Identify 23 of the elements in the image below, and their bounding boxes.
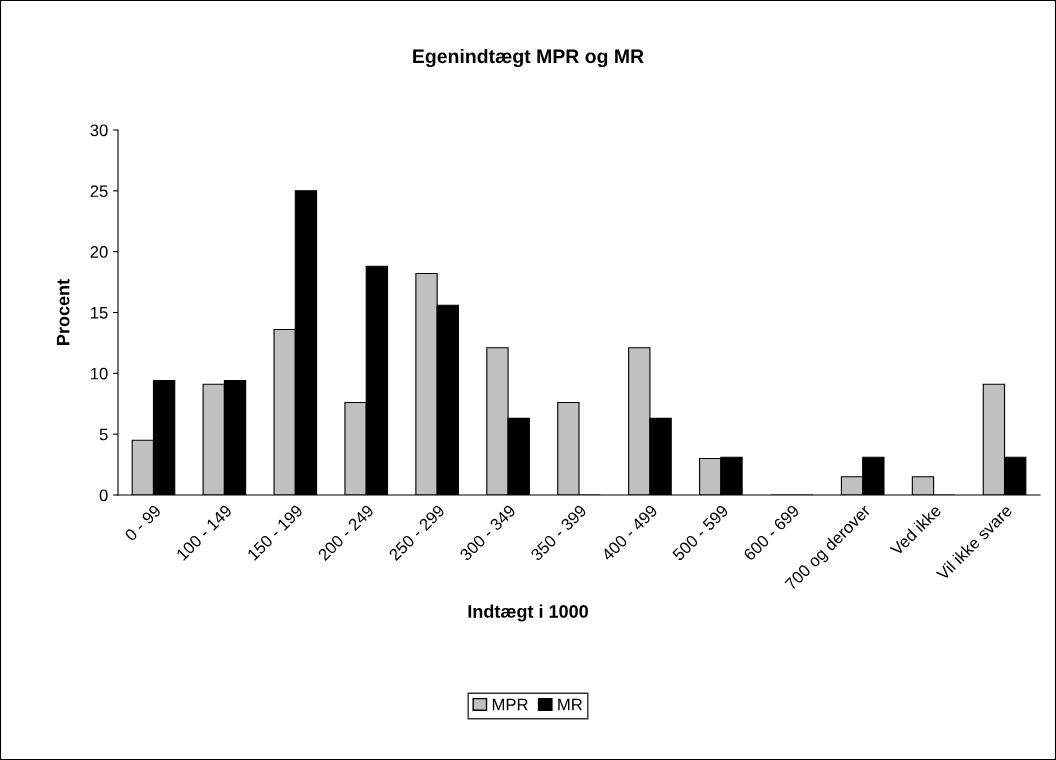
y-tick-label: 15 [91, 307, 108, 319]
x-tick-label: 500 - 599 [671, 504, 729, 562]
x-tick-label: 100 - 149 [175, 504, 233, 561]
x-axis-title: Indtægt i 1000 [468, 604, 588, 622]
x-tick-label: 200 - 249 [317, 504, 375, 562]
x-tick-label: 0 - 99 [124, 504, 162, 542]
x-tick-label: Ved ikke [889, 503, 942, 557]
x-tick-label: 350 - 399 [529, 504, 588, 562]
y-tick-label: 10 [91, 367, 108, 380]
y-tick-label: 5 [99, 428, 108, 441]
y-tick-label: 25 [90, 185, 108, 198]
y-tick-label: 0 [99, 489, 108, 502]
x-tick-label: 300 - 349 [459, 504, 517, 562]
chart-title: Egenindtægt MPR og MR [413, 48, 644, 68]
x-tick-label: 600 - 699 [742, 504, 800, 562]
legend-label: MR [558, 698, 583, 711]
y-tick-label: 20 [90, 246, 108, 258]
legend-label: MPR [492, 698, 528, 711]
x-tick-label: 150 - 199 [246, 504, 304, 561]
y-axis-title: Procent [56, 279, 70, 345]
x-tick-label: 250 - 299 [388, 504, 446, 562]
x-tick-label: 400 - 499 [600, 504, 659, 562]
y-tick-label: 30 [90, 124, 108, 137]
